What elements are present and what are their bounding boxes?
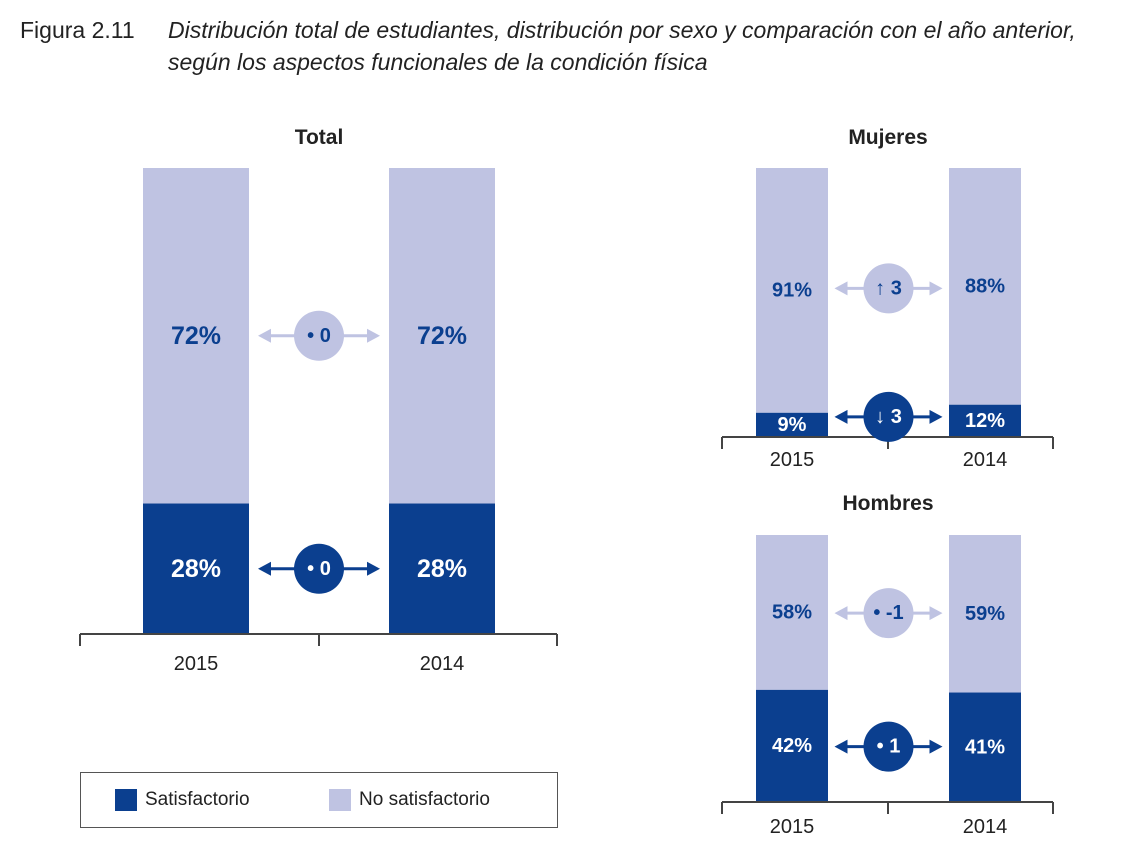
comparison-badge-mujeres-satisfactorio (863, 391, 914, 442)
bar-mujeres-2015-satisfactorio (756, 412, 828, 437)
bar-mujeres-2014-no-satisfactorio (949, 168, 1021, 405)
legend-label-satisfactorio: Satisfactorio (145, 789, 250, 810)
panel-title-mujeres: Mujeres (848, 126, 928, 149)
bar-total-2015-satisfactorio (143, 503, 249, 634)
comparison-badge-mujeres-no-satisfactorio (863, 263, 914, 314)
category-label-total-2015: 2015 (174, 653, 219, 675)
data-label-total-2015-satisfactorio: 28% (171, 555, 221, 583)
data-label-total-2014-no-satisfactorio: 72% (417, 322, 467, 350)
bar-total-2014-no-satisfactorio (389, 168, 495, 504)
figure-caption: Distribución total de estudiantes, distr… (168, 17, 1076, 75)
comparison-arrow-right-hombres-no-satisfactorio (929, 606, 943, 621)
comparison-value-mujeres-satisfactorio: ↓ 3 (875, 406, 902, 428)
bar-hombres-2015-no-satisfactorio (756, 535, 828, 690)
comparison-arrow-right-total-satisfactorio (367, 561, 380, 576)
category-label-mujeres-2014: 2014 (963, 449, 1008, 471)
data-label-hombres-2014-no-satisfactorio: 59% (965, 603, 1005, 625)
bar-hombres-2014-satisfactorio (949, 692, 1021, 802)
data-label-mujeres-2014-no-satisfactorio: 88% (965, 275, 1005, 297)
bar-hombres-2015-satisfactorio (756, 689, 828, 802)
category-label-total-2014: 2014 (420, 653, 465, 675)
comparison-value-total-satisfactorio: • 0 (307, 558, 331, 580)
bar-total-2015-no-satisfactorio (143, 168, 249, 504)
data-label-mujeres-2015-satisfactorio: 9% (778, 414, 807, 436)
data-label-hombres-2015-satisfactorio: 42% (772, 735, 812, 757)
comparison-value-mujeres-no-satisfactorio: ↑ 3 (875, 277, 902, 299)
data-label-mujeres-2014-satisfactorio: 12% (965, 410, 1005, 432)
panel-title-total: Total (294, 126, 344, 149)
figure-number: Figura 2.11 (20, 17, 135, 43)
comparison-arrow-right-mujeres-no-satisfactorio (929, 281, 943, 296)
data-label-total-2014-satisfactorio: 28% (417, 555, 467, 583)
bar-mujeres-2014-satisfactorio (949, 404, 1021, 437)
comparison-arrow-left-hombres-satisfactorio (834, 739, 848, 754)
bar-mujeres-2015-no-satisfactorio (756, 168, 828, 413)
comparison-arrow-right-total-no-satisfactorio (367, 328, 380, 343)
comparison-arrow-left-total-no-satisfactorio (258, 328, 271, 343)
category-label-hombres-2015: 2015 (770, 816, 815, 838)
legend-label-no-satisfactorio: No satisfactorio (359, 789, 490, 810)
comparison-badge-hombres-satisfactorio (863, 721, 914, 772)
comparison-arrow-right-mujeres-satisfactorio (929, 409, 943, 424)
comparison-value-hombres-satisfactorio: • 1 (877, 736, 901, 758)
data-label-total-2015-no-satisfactorio: 72% (171, 322, 221, 350)
comparison-arrow-left-mujeres-satisfactorio (834, 409, 848, 424)
comparison-arrow-left-hombres-no-satisfactorio (834, 606, 848, 621)
panel-title-hombres: Hombres (842, 492, 934, 515)
comparison-badge-total-no-satisfactorio (294, 310, 344, 361)
legend: Satisfactorio No satisfactorio (80, 772, 558, 828)
legend-item-satisfactorio: Satisfactorio (115, 789, 250, 811)
data-label-mujeres-2015-no-satisfactorio: 91% (772, 279, 812, 301)
legend-swatch-satisfactorio (115, 789, 137, 811)
comparison-value-total-no-satisfactorio: • 0 (307, 325, 331, 347)
bar-total-2014-satisfactorio (389, 503, 495, 634)
category-label-hombres-2014: 2014 (963, 816, 1008, 838)
comparison-value-hombres-no-satisfactorio: • -1 (873, 602, 903, 624)
bar-hombres-2014-no-satisfactorio (949, 535, 1021, 693)
comparison-arrow-left-total-satisfactorio (258, 561, 271, 576)
comparison-badge-total-satisfactorio (294, 543, 344, 594)
legend-swatch-no-satisfactorio (329, 789, 351, 811)
comparison-badge-hombres-no-satisfactorio (863, 588, 914, 639)
category-label-mujeres-2015: 2015 (770, 449, 815, 471)
data-label-hombres-2014-satisfactorio: 41% (965, 736, 1005, 758)
comparison-arrow-right-hombres-satisfactorio (929, 739, 943, 754)
data-label-hombres-2015-no-satisfactorio: 58% (772, 601, 812, 623)
legend-item-no-satisfactorio: No satisfactorio (329, 789, 490, 811)
comparison-arrow-left-mujeres-no-satisfactorio (834, 281, 848, 296)
